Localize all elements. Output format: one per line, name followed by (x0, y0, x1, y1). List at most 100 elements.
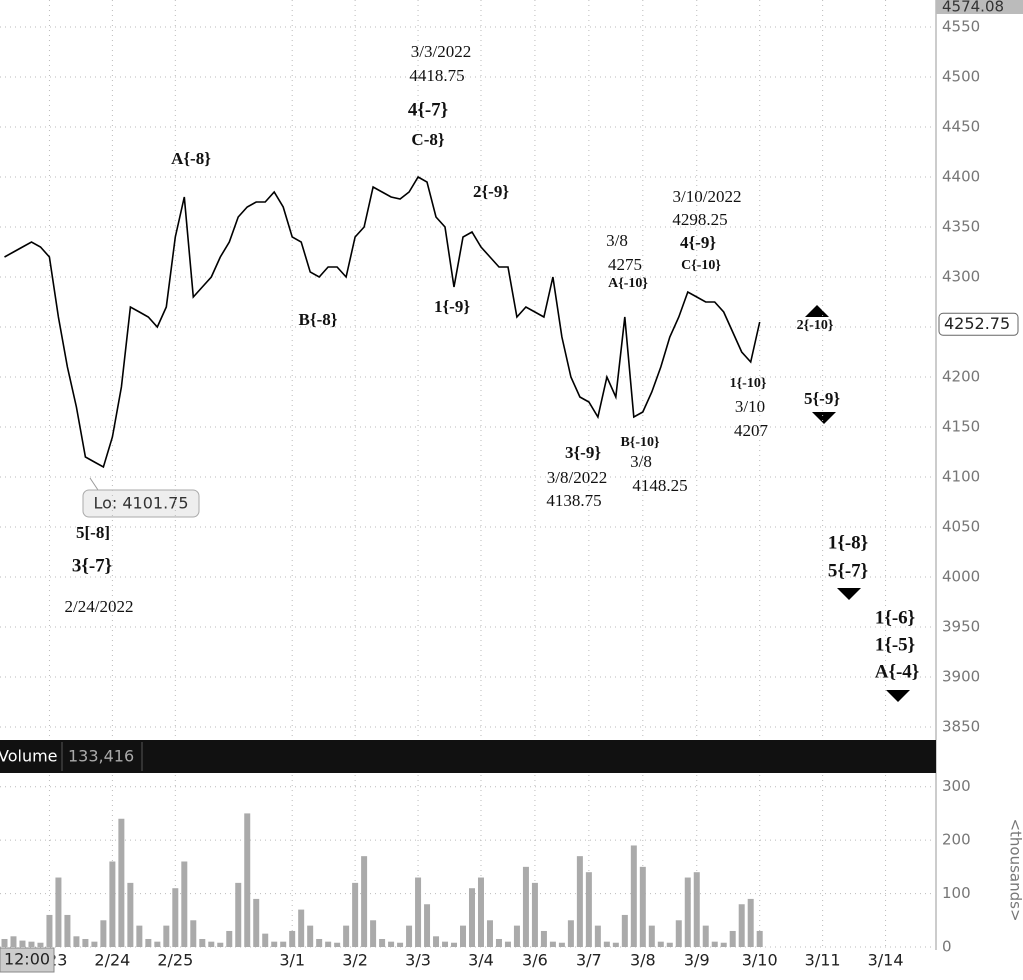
volume-bar (82, 938, 89, 947)
volume-bar (693, 872, 700, 947)
high-box (936, 0, 1023, 14)
annotation: B{-8} (299, 310, 338, 329)
volume-bar (316, 938, 323, 947)
cursor-time: 12:00 (4, 950, 50, 969)
y-tick-label: 200 (942, 831, 971, 849)
volume-bar (100, 920, 107, 947)
annotation: 1{-6} (875, 607, 915, 628)
volume-bar (666, 942, 673, 947)
volume-bar (244, 813, 251, 947)
annotation: 5{-7} (828, 560, 868, 581)
annotation: 3/8 (606, 231, 628, 250)
x-tick-label: 3/10 (742, 951, 778, 970)
annotation: 3/3/2022 (411, 42, 471, 61)
y-tick-label: 4150 (942, 418, 980, 436)
volume-bar (415, 877, 422, 947)
y-tick-label: 4000 (942, 568, 980, 586)
annotation: 1{-5} (875, 634, 915, 655)
annotation: 3/8/2022 (547, 468, 607, 487)
volume-bar (226, 930, 233, 947)
volume-bar (172, 888, 179, 947)
volume-bar (702, 925, 709, 947)
volume-bar (19, 940, 26, 947)
volume-bar (253, 898, 260, 947)
volume-bar (612, 942, 619, 947)
volume-bar (10, 936, 17, 947)
volume-bar (603, 941, 610, 947)
volume-bar (477, 877, 484, 947)
annotation: 3{-7} (72, 555, 112, 576)
annotation: 1{-9} (434, 297, 470, 316)
volume-bar (91, 941, 98, 947)
volume-readout: 133,416 (68, 747, 134, 766)
volume-bar (325, 941, 332, 947)
volume-bar (576, 856, 583, 947)
y-tick-label: 3950 (942, 618, 980, 636)
annotation: C-8} (411, 130, 444, 149)
volume-bar (684, 877, 691, 947)
volume-bar (73, 936, 80, 947)
volume-bar (648, 925, 655, 947)
last-price: 4252.75 (944, 314, 1010, 333)
volume-bar (540, 930, 547, 947)
x-tick-label: 3/9 (684, 951, 710, 970)
volume-bar (406, 925, 413, 947)
volume-bar (747, 898, 754, 947)
arrow-down (886, 690, 910, 702)
volume-bar (729, 930, 736, 947)
annotation: 4{-9} (680, 233, 716, 252)
volume-bar (558, 942, 565, 947)
volume-bar (136, 925, 143, 947)
annotation: 3/10/2022 (673, 187, 742, 206)
volume-bar (334, 942, 341, 947)
annotation: 2{-10} (797, 318, 834, 333)
volume-bar (370, 920, 377, 947)
volume-bar (468, 888, 475, 947)
y-tick-label: 4300 (942, 268, 980, 286)
annotation: 3{-9} (565, 443, 601, 462)
arrow-down (837, 588, 861, 600)
y-tick-label: 4550 (942, 18, 980, 36)
volume-bar (522, 866, 529, 947)
volume-bar (46, 914, 53, 947)
volume-bar (145, 938, 152, 947)
volume-bar (594, 925, 601, 947)
volume-bar (486, 920, 493, 947)
y-tick-label: 4200 (942, 368, 980, 386)
volume-bar (711, 941, 718, 947)
volume-bar (504, 941, 511, 947)
annotation: A{-4} (875, 661, 920, 682)
annotation: 1{-10} (730, 376, 767, 391)
volume-bar (549, 941, 556, 947)
x-tick-label: 3/3 (405, 951, 431, 970)
annotation: 2{-9} (473, 182, 509, 201)
volume-bar (495, 938, 502, 947)
volume-bar (756, 930, 763, 947)
low-label: Lo: 4101.75 (93, 494, 188, 513)
x-tick-label: 2/25 (157, 951, 193, 970)
annotation: 4138.75 (546, 491, 601, 510)
y-tick-label: 4400 (942, 168, 980, 186)
volume-bar (181, 861, 188, 947)
x-tick-label: 3/7 (576, 951, 602, 970)
volume-bar (307, 925, 314, 947)
annotation: 4207 (734, 421, 769, 440)
y-tick-label: 100 (942, 884, 971, 902)
arrow-down (812, 412, 836, 424)
volume-bar (280, 941, 287, 947)
volume-bar (433, 936, 440, 947)
volume-bar (630, 845, 637, 947)
volume-bar (513, 925, 520, 947)
volume-bar (235, 882, 242, 947)
volume-bar (585, 872, 592, 947)
volume-bar (424, 904, 431, 947)
volume-bar (154, 941, 161, 947)
y-tick-label: 3850 (942, 718, 980, 736)
volume-bar (262, 933, 269, 947)
volume-bar (675, 920, 682, 947)
annotation: 3/8 (630, 452, 652, 471)
volume-bar (442, 941, 449, 947)
y-tick-label: 4500 (942, 68, 980, 86)
